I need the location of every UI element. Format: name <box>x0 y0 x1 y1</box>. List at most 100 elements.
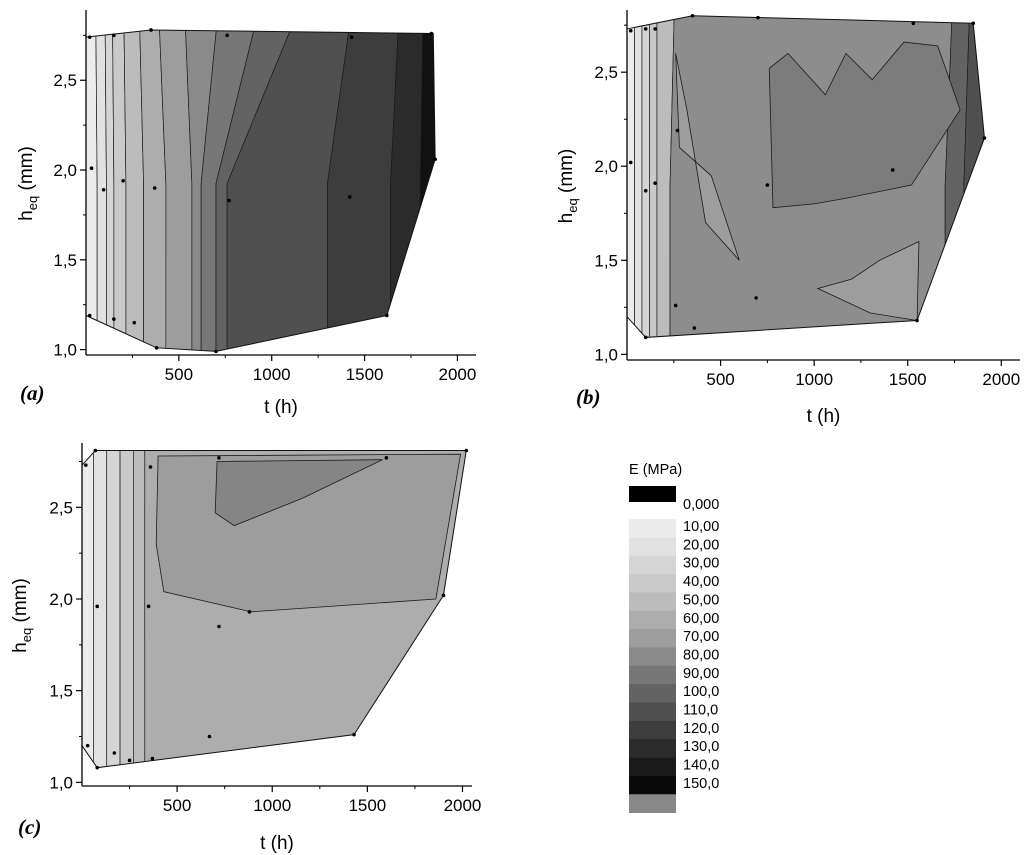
data-point <box>911 21 916 26</box>
legend-label: 70,00 <box>683 629 719 645</box>
contour-band <box>119 450 134 768</box>
data-point <box>754 296 758 300</box>
legend-label: 60,00 <box>683 611 719 627</box>
contour-region <box>816 240 920 321</box>
x-tick-label: 1000 <box>795 370 833 389</box>
data-point <box>225 33 229 38</box>
x-tick-label: 1500 <box>348 796 386 815</box>
contour-band <box>133 450 146 768</box>
data-point <box>89 166 94 171</box>
data-point <box>756 15 760 20</box>
data-point <box>149 28 153 32</box>
y-tick-label: 2,5 <box>53 71 77 90</box>
legend: E (MPa) 0,000 10,00 20,00 30,00 40,00 50,00 60,… <box>629 462 719 813</box>
data-point <box>146 604 151 609</box>
data-point <box>148 465 153 469</box>
y-tick-label: 2,5 <box>594 63 618 82</box>
y-tick-label: 1,5 <box>49 682 73 701</box>
contour-band <box>656 15 677 338</box>
contour-region <box>768 41 961 209</box>
legend-label: 30,00 <box>683 556 719 572</box>
x-tick-label: 1500 <box>346 365 384 384</box>
y-axis-title-subscript: eq <box>19 628 34 642</box>
data-point <box>675 128 680 133</box>
y-axis-title: heq (mm) <box>16 146 40 221</box>
legend-swatch <box>629 684 676 703</box>
x-tick-label: 1000 <box>253 796 291 815</box>
data-point <box>433 157 437 162</box>
data-point <box>87 313 92 318</box>
data-point <box>132 320 137 325</box>
legend-label: 80,00 <box>683 647 719 663</box>
contour-band <box>649 15 658 338</box>
y-tick-label: 2,0 <box>49 590 73 609</box>
panel-label: (a) <box>20 381 45 405</box>
data-point <box>217 456 221 460</box>
contour-panel-b: 500 1000 1500 2000 1,0 1,5 2,0 2,5 t (h) heq (mm)… <box>556 10 1020 427</box>
legend-label: 110,0 <box>683 703 718 719</box>
data-point <box>84 463 88 467</box>
y-axis-title-main: h <box>556 213 577 224</box>
contour-band <box>200 29 273 352</box>
contour-band <box>94 29 107 352</box>
contour-band <box>327 29 403 352</box>
data-point <box>214 349 218 354</box>
y-tick-label: 2,5 <box>49 498 73 517</box>
x-tick-label: 1000 <box>253 365 291 384</box>
contour-region <box>214 459 383 527</box>
contour-band <box>122 29 144 352</box>
y-tick-label: 1,0 <box>49 773 73 792</box>
legend-label: 20,00 <box>683 537 719 553</box>
y-axis-title: heq (mm) <box>556 149 580 224</box>
data-point <box>765 183 770 187</box>
data-point <box>93 448 98 453</box>
x-axis-title: t (h) <box>264 397 298 418</box>
data-point <box>112 317 116 321</box>
data-point <box>643 27 648 31</box>
legend-label: 0,000 <box>683 497 719 513</box>
y-axis-title-main: h <box>10 642 31 653</box>
data-point <box>150 756 155 761</box>
data-point <box>127 758 132 763</box>
legend-label: 150,0 <box>683 776 719 792</box>
y-axis-title-unit: (mm) <box>556 149 577 199</box>
legend-label: 50,00 <box>683 592 719 608</box>
data-point <box>227 198 231 203</box>
data-point <box>352 732 356 737</box>
y-tick-label: 1,5 <box>53 251 77 270</box>
data-point <box>347 195 352 199</box>
data-point <box>101 187 106 192</box>
legend-title: E (MPa) <box>629 462 682 478</box>
x-tick-label: 1500 <box>889 370 927 389</box>
legend-swatch <box>629 610 676 630</box>
data-point <box>653 181 657 185</box>
data-point <box>85 743 90 748</box>
data-point <box>690 13 695 18</box>
y-axis-title: heq (mm) <box>10 578 34 653</box>
domain-outline <box>626 15 985 338</box>
data-point <box>643 335 648 340</box>
legend-swatch <box>629 702 676 722</box>
data-point <box>982 136 987 140</box>
y-tick-label: 1,0 <box>53 341 77 360</box>
data-point <box>890 168 895 172</box>
contour-band <box>963 15 985 338</box>
contour-region <box>675 53 740 261</box>
legend-swatch <box>629 739 676 758</box>
y-axis-title-unit: (mm) <box>16 146 37 196</box>
x-tick-label: 2000 <box>439 365 477 384</box>
x-tick-label: 500 <box>165 365 193 384</box>
contour-band <box>226 29 360 352</box>
contour-band <box>156 29 193 352</box>
y-axis-title-main: h <box>16 210 37 221</box>
y-tick-label: 1,0 <box>594 345 618 364</box>
contour-panel-c: 500 1000 1500 2000 1,0 1,5 2,0 2,5 t (h) heq (mm)… <box>10 443 481 854</box>
data-point <box>95 765 100 770</box>
legend-swatch <box>629 486 676 502</box>
legend-label: 40,00 <box>683 574 719 590</box>
data-point <box>384 456 389 460</box>
data-point <box>464 448 469 453</box>
legend-swatch <box>629 647 676 667</box>
y-axis-title-unit: (mm) <box>10 578 31 628</box>
